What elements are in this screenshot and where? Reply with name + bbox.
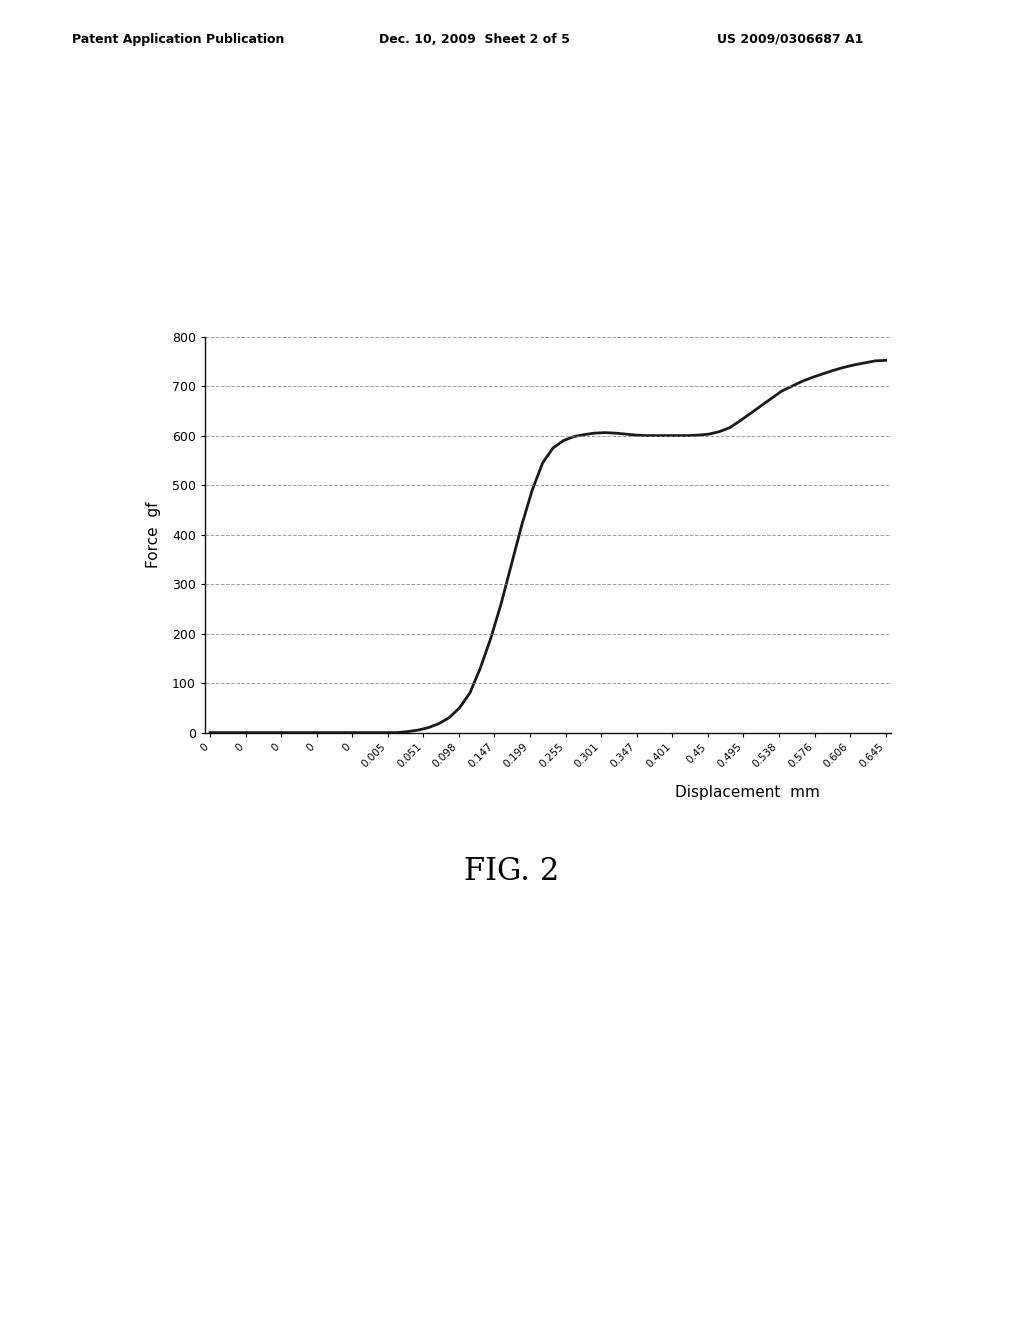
Text: FIG. 2: FIG. 2 (464, 855, 560, 887)
Text: Patent Application Publication: Patent Application Publication (72, 33, 284, 46)
Text: Displacement  mm: Displacement mm (675, 785, 820, 800)
Text: Dec. 10, 2009  Sheet 2 of 5: Dec. 10, 2009 Sheet 2 of 5 (379, 33, 569, 46)
Text: US 2009/0306687 A1: US 2009/0306687 A1 (717, 33, 863, 46)
Y-axis label: Force  gf: Force gf (145, 502, 161, 568)
